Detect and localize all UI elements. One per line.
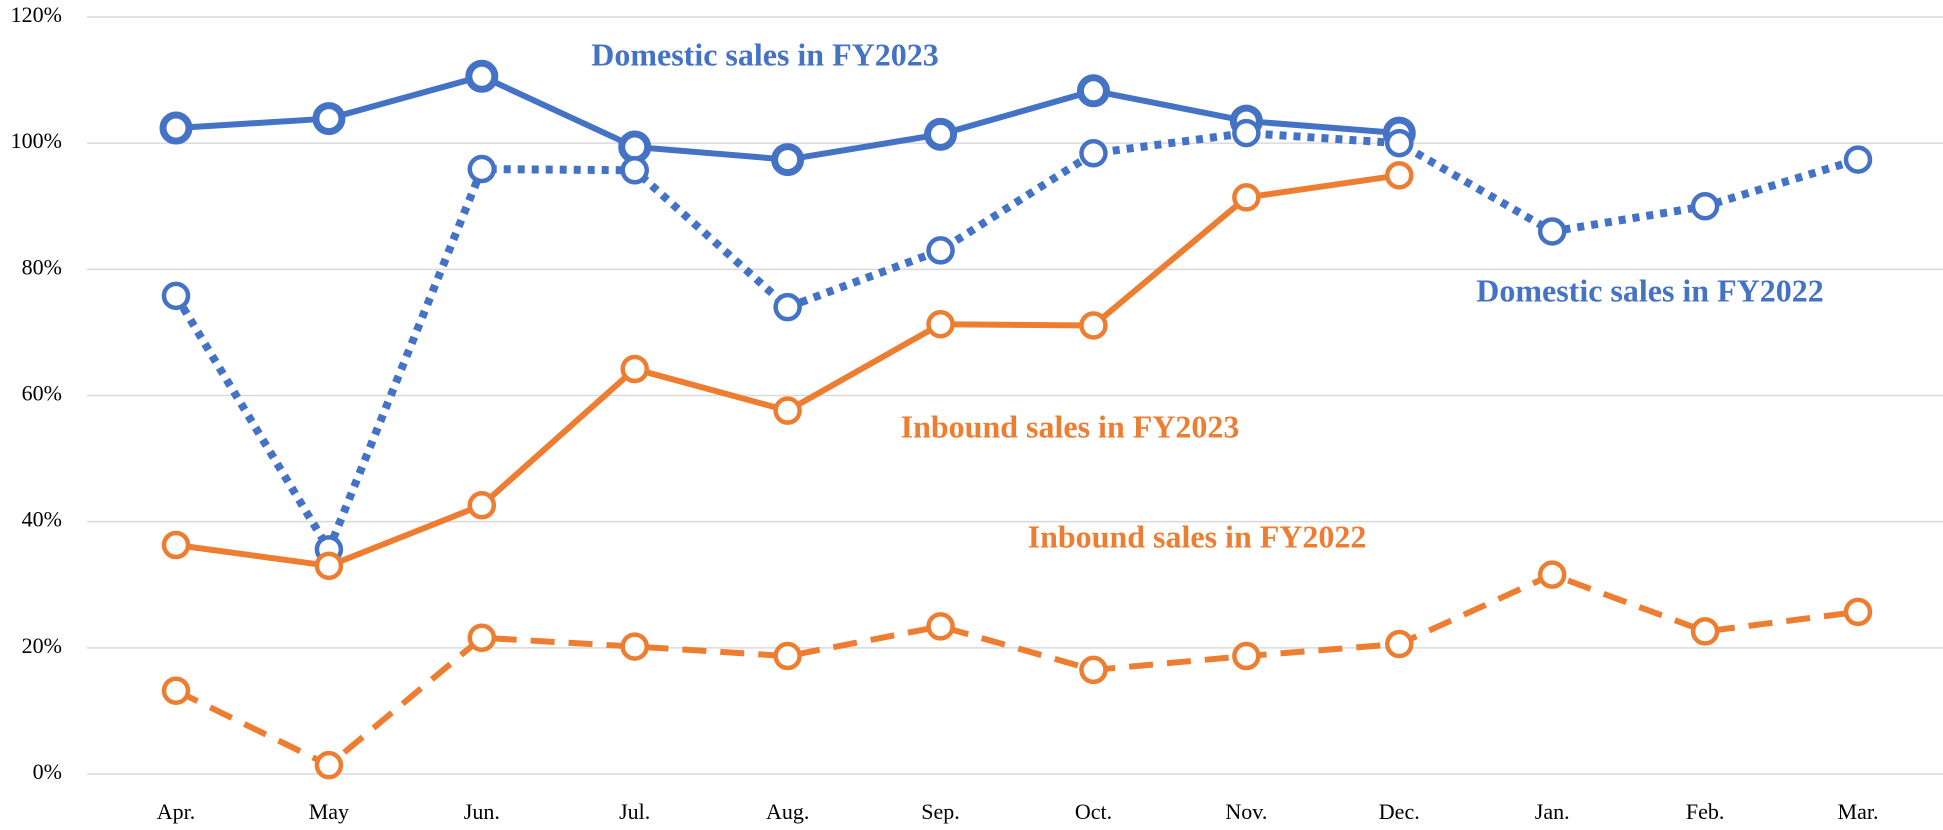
marker bbox=[1690, 617, 1720, 646]
marker bbox=[161, 281, 191, 311]
x-tick-label: May bbox=[309, 799, 349, 824]
marker bbox=[1385, 629, 1414, 659]
marker bbox=[312, 102, 346, 136]
marker bbox=[924, 117, 958, 151]
marker bbox=[314, 551, 344, 581]
marker bbox=[161, 530, 191, 560]
marker bbox=[467, 623, 497, 652]
marker bbox=[1232, 183, 1261, 212]
marker bbox=[314, 750, 344, 780]
x-tick-label: Oct. bbox=[1075, 799, 1112, 824]
marker bbox=[1843, 597, 1873, 627]
series-line bbox=[175, 172, 1400, 569]
marker bbox=[1690, 192, 1720, 221]
marker bbox=[1076, 74, 1110, 108]
series-line bbox=[174, 571, 1859, 769]
y-tick-label: 60% bbox=[22, 381, 62, 406]
series-label: Inbound sales in FY2022 bbox=[1028, 518, 1367, 554]
marker bbox=[773, 292, 802, 322]
marker bbox=[1079, 655, 1108, 685]
x-tick-label: Jun. bbox=[464, 799, 500, 824]
marker bbox=[620, 632, 649, 661]
marker bbox=[1843, 145, 1873, 174]
y-tick-label: 80% bbox=[22, 254, 62, 279]
y-tick-label: 120% bbox=[11, 2, 62, 27]
x-tick-label: Jul. bbox=[619, 799, 650, 824]
marker bbox=[926, 309, 955, 339]
marker bbox=[1537, 217, 1567, 246]
y-tick-label: 20% bbox=[22, 633, 62, 658]
marker bbox=[159, 111, 193, 145]
x-tick-label: Apr. bbox=[157, 799, 196, 824]
marker bbox=[1385, 161, 1414, 190]
x-tick-label: Sep. bbox=[921, 799, 960, 824]
marker bbox=[161, 676, 191, 705]
marker bbox=[1079, 311, 1108, 340]
marker bbox=[620, 354, 649, 384]
marker bbox=[773, 396, 802, 425]
series-label: Domestic sales in FY2023 bbox=[591, 36, 939, 72]
y-tick-label: 40% bbox=[22, 507, 62, 532]
series-line bbox=[172, 129, 1860, 554]
y-tick-label: 0% bbox=[33, 759, 62, 784]
x-tick-label: Aug. bbox=[766, 799, 809, 824]
marker bbox=[1079, 139, 1108, 168]
marker bbox=[620, 156, 649, 185]
marker bbox=[1232, 118, 1261, 148]
marker bbox=[1537, 560, 1567, 589]
marker bbox=[771, 143, 805, 177]
series-label: Domestic sales in FY2022 bbox=[1476, 272, 1824, 308]
marker bbox=[926, 236, 955, 265]
x-tick-label: Nov. bbox=[1225, 799, 1267, 824]
marker bbox=[1232, 641, 1261, 671]
marker bbox=[773, 641, 802, 671]
x-tick-label: Jan. bbox=[1535, 799, 1570, 824]
x-tick-label: Feb. bbox=[1686, 799, 1725, 824]
marker bbox=[467, 154, 497, 184]
marker bbox=[1385, 128, 1414, 158]
y-tick-label: 100% bbox=[11, 128, 62, 153]
series-label: Inbound sales in FY2023 bbox=[901, 408, 1240, 444]
marker bbox=[467, 491, 497, 520]
marker bbox=[465, 59, 499, 93]
x-tick-label: Dec. bbox=[1379, 799, 1420, 824]
marker bbox=[926, 612, 955, 641]
x-tick-label: Mar. bbox=[1838, 799, 1879, 824]
